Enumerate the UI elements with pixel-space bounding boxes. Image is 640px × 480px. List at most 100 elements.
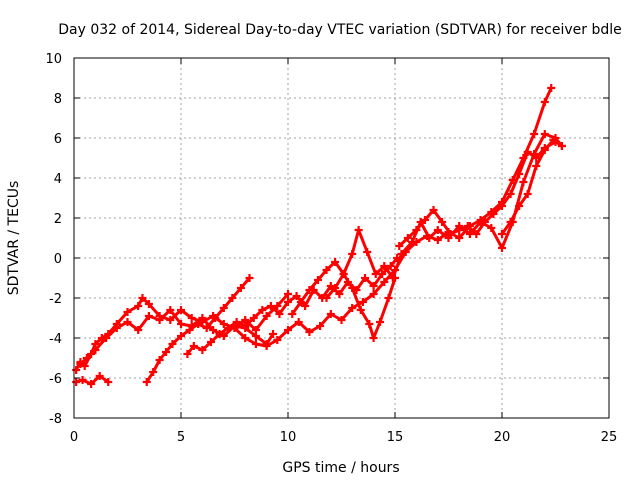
data-point <box>249 314 258 322</box>
axis-ticks: 0 5 10 15 20 25 -8 -6 -4 -2 0 2 4 6 8 10 <box>45 52 617 445</box>
data-point <box>549 136 558 144</box>
data-point <box>142 378 151 386</box>
data-point <box>540 146 549 154</box>
data-point <box>369 290 378 298</box>
data-point <box>202 324 211 332</box>
data-point <box>275 310 284 318</box>
data-point <box>322 266 331 274</box>
series-line-track-f <box>233 86 553 348</box>
data-point <box>326 282 335 290</box>
data-point <box>438 218 447 226</box>
data-point <box>155 356 164 364</box>
data-point <box>455 226 464 234</box>
data-point <box>498 230 506 238</box>
data-point <box>262 312 271 320</box>
data-point <box>489 210 498 218</box>
data-point <box>228 294 237 302</box>
data-point <box>177 320 185 328</box>
data-point <box>266 302 275 310</box>
series-line-track-j <box>500 138 564 236</box>
data-point <box>296 298 305 306</box>
data-point <box>547 84 556 92</box>
data-point <box>515 170 524 178</box>
data-point <box>230 324 239 332</box>
data-point <box>168 340 177 348</box>
data-point <box>215 330 224 338</box>
data-point <box>219 320 228 328</box>
data-point <box>206 338 215 346</box>
data-point <box>251 340 260 348</box>
data-point <box>134 302 143 310</box>
data-point <box>337 316 346 324</box>
data-point <box>177 306 185 314</box>
data-point <box>162 348 171 356</box>
data-point <box>519 178 528 186</box>
data-point <box>134 326 143 334</box>
data-point <box>348 304 357 312</box>
data-point <box>258 306 267 314</box>
y-tick-label: -6 <box>49 372 62 387</box>
data-point <box>380 278 389 286</box>
data-point <box>395 242 404 250</box>
data-point <box>284 290 292 298</box>
data-point <box>480 218 489 226</box>
data-point <box>348 250 357 258</box>
data-point <box>363 248 372 256</box>
data-point <box>194 320 203 328</box>
data-point <box>361 274 370 282</box>
x-tick-label: 10 <box>280 430 297 445</box>
y-axis-label: SDTVAR / TECUs <box>6 181 22 296</box>
data-point <box>523 148 532 156</box>
data-point <box>408 238 417 246</box>
y-tick-label: 2 <box>54 212 62 227</box>
data-point <box>358 298 367 306</box>
data-point <box>209 326 218 334</box>
grid-lines <box>74 58 609 418</box>
data-point <box>356 306 365 314</box>
data-point <box>397 250 406 258</box>
data-point <box>76 360 85 368</box>
data-point <box>91 346 100 354</box>
plot-frame <box>73 57 610 419</box>
data-point <box>149 368 158 376</box>
data-point <box>112 324 121 332</box>
data-point <box>284 326 292 334</box>
series-line-track-e <box>185 256 399 356</box>
data-point <box>532 162 541 170</box>
x-tick-label: 5 <box>177 430 185 445</box>
data-point <box>425 234 434 242</box>
data-point <box>380 262 389 270</box>
data-point <box>262 342 271 350</box>
data-point <box>305 328 314 336</box>
data-point <box>433 236 442 244</box>
data-point <box>138 294 147 302</box>
series-line-track-h <box>325 132 564 300</box>
x-axis-label: GPS time / hours <box>282 460 399 476</box>
data-point <box>331 258 340 266</box>
data-point <box>354 226 363 234</box>
data-point <box>123 308 132 316</box>
data-point <box>388 274 397 282</box>
data-point <box>331 284 340 292</box>
data-point <box>455 234 464 242</box>
data-point <box>198 314 207 322</box>
data-point <box>326 310 335 318</box>
data-point <box>219 332 228 340</box>
data-point <box>72 366 81 374</box>
data-point <box>506 190 515 198</box>
chart-title: Day 032 of 2014, Sidereal Day-to-day VTE… <box>58 22 622 38</box>
data-point <box>530 130 539 138</box>
data-point <box>523 190 532 198</box>
data-point <box>232 318 241 326</box>
data-point <box>155 316 164 324</box>
data-point <box>241 334 250 342</box>
data-point <box>403 234 412 242</box>
x-tick-label: 25 <box>601 430 618 445</box>
data-point <box>335 290 344 298</box>
data-point <box>185 326 194 334</box>
data-point <box>369 334 378 342</box>
data-series <box>72 84 566 388</box>
data-point <box>292 292 301 300</box>
data-point <box>420 216 429 224</box>
y-tick-label: -4 <box>49 332 62 347</box>
